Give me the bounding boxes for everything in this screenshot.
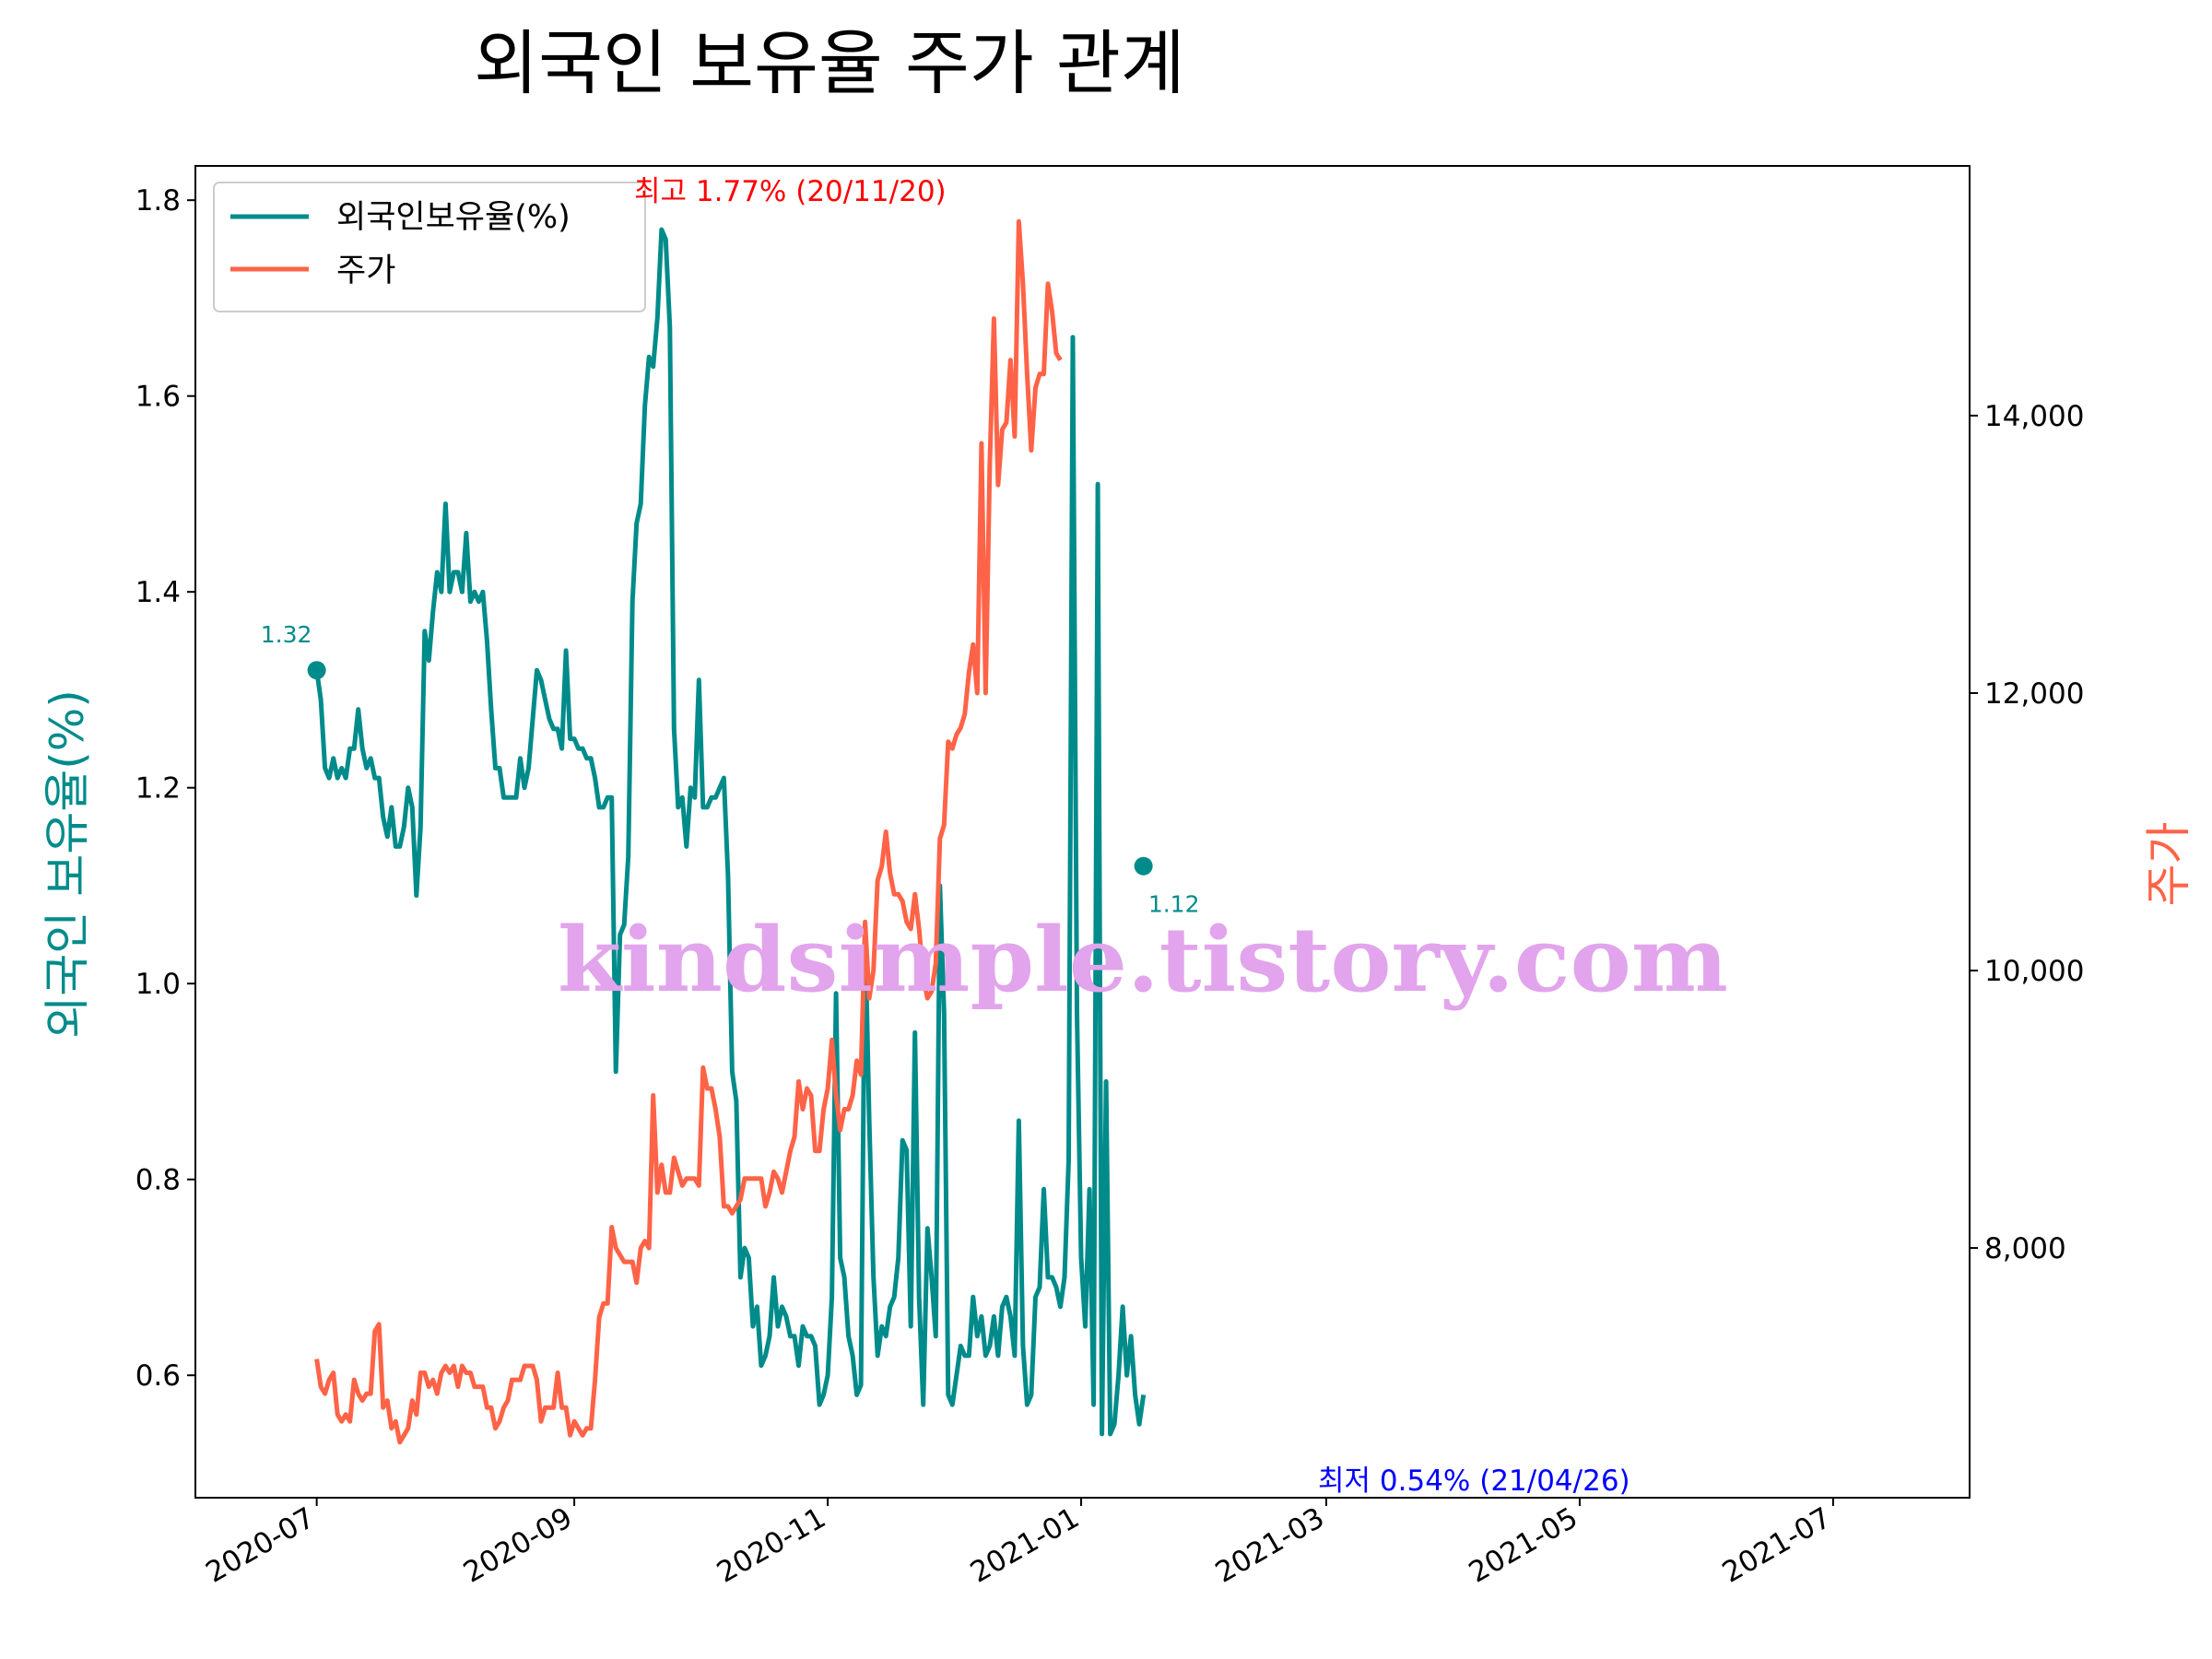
legend-label-price: 주가	[336, 253, 395, 289]
end-value-label: 1.12	[1148, 891, 1200, 918]
y-axis-left-label: 외국인 보유율(%)	[41, 689, 94, 1038]
y-left-tick-label: 0.6	[135, 1359, 181, 1393]
chart-title: 외국인 보유율 주가 관계	[474, 22, 1185, 104]
legend: 외국인보유율(%) 주가	[213, 182, 646, 312]
y-left-tick-label: 1.8	[135, 184, 181, 218]
y-right-tick-label: 14,000	[1984, 400, 2084, 433]
y-left-tick-label: 1.4	[135, 576, 181, 609]
y-left-tick-label: 0.8	[135, 1164, 181, 1197]
series-line-stock-price	[314, 218, 1063, 1445]
series-line-foreign-ownership	[314, 227, 1147, 1437]
end-marker	[1134, 856, 1153, 876]
start-value-label: 1.32	[261, 621, 312, 648]
y-right-tick-label: 8,000	[1984, 1232, 2066, 1265]
plot-frame	[194, 165, 1971, 1499]
max-annotation: 최고 1.77% (20/11/20)	[634, 175, 947, 208]
y-left-tick-label: 1.6	[135, 381, 181, 414]
y-right-tick-label: 10,000	[1984, 955, 2084, 988]
start-marker	[307, 661, 326, 680]
y-right-tick-label: 12,000	[1984, 677, 2084, 711]
y-axis-right-label: 주가	[2142, 822, 2195, 907]
y-left-tick-label: 1.2	[135, 772, 181, 806]
watermark: kindsimple.tistory.com	[558, 908, 1728, 1012]
legend-box	[213, 182, 646, 312]
y-left-tick-label: 1.0	[135, 968, 181, 1001]
legend-label-foreign: 외국인보유율(%)	[336, 199, 571, 236]
min-annotation: 최저 0.54% (21/04/26)	[1318, 1465, 1630, 1498]
